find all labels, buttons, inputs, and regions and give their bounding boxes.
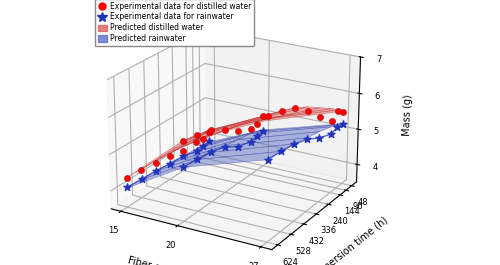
Y-axis label: Immersion time (h): Immersion time (h) [310, 215, 390, 265]
Legend: Experimental data for distilled water, Experimental data for rainwater, Predicte: Experimental data for distilled water, E… [94, 0, 254, 46]
X-axis label: Fiber content (%): Fiber content (%) [127, 255, 211, 265]
